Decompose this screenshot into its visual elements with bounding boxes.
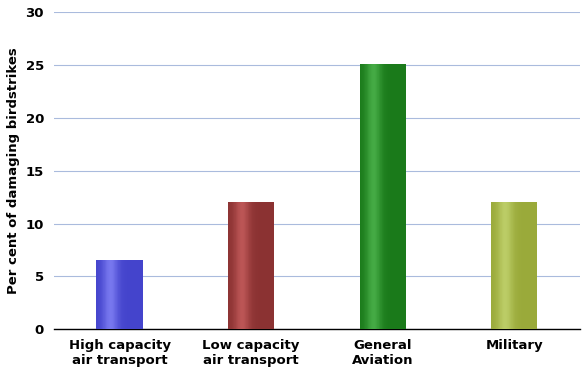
Y-axis label: Per cent of damaging birdstrikes: Per cent of damaging birdstrikes — [7, 47, 20, 294]
